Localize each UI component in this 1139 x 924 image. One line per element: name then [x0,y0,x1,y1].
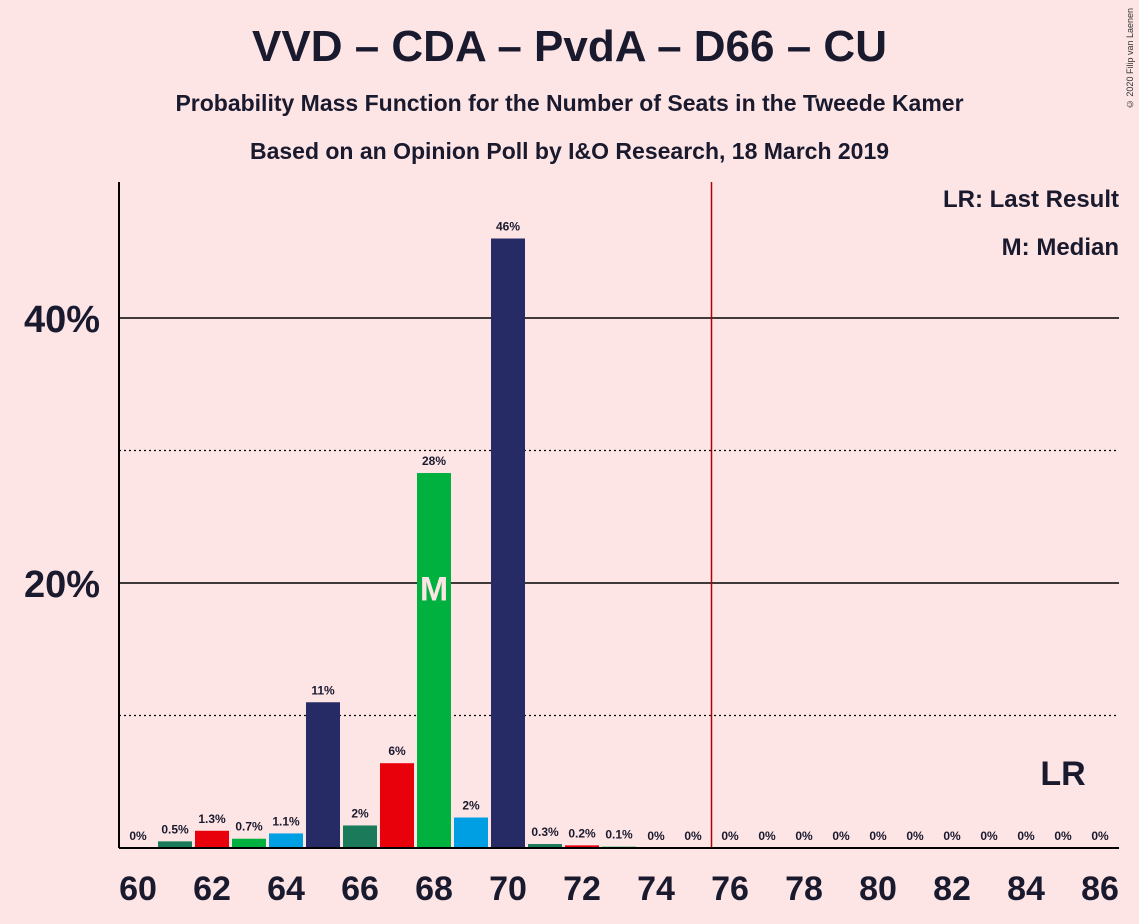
data-label-84: 0% [1017,829,1035,843]
data-label-66: 2% [351,806,369,820]
legend-last-result: LR: Last Result [942,186,1119,213]
data-label-78: 0% [795,829,813,843]
bar-69 [454,817,488,848]
bar-66 [343,825,377,848]
x-tick-label: 76 [711,870,749,908]
data-label-77: 0% [758,829,776,843]
legend-median: M: Median [1001,234,1119,261]
bar-68 [417,473,451,848]
data-label-70: 46% [496,220,520,234]
chart-title: VVD – CDA – PvdA – D66 – CU [252,22,887,71]
bar-64 [269,833,303,848]
data-label-65: 11% [311,683,335,697]
x-tick-label: 78 [785,870,823,908]
median-marker: M [420,571,448,609]
x-tick-label: 80 [859,870,897,908]
data-label-72: 0.2% [568,826,596,840]
data-label-75: 0% [684,829,702,843]
data-label-74: 0% [647,829,665,843]
data-label-61: 0.5% [161,822,189,836]
data-label-67: 6% [388,744,406,758]
data-label-60: 0% [129,829,147,843]
x-tick-label: 74 [637,870,675,908]
bar-71 [528,844,562,848]
data-label-79: 0% [832,829,850,843]
bar-65 [306,702,340,848]
chart-subtitle: Probability Mass Function for the Number… [175,90,964,116]
y-tick-label: 40% [24,299,100,341]
x-tick-label: 62 [193,870,231,908]
data-label-76: 0% [721,829,739,843]
x-tick-label: 82 [933,870,971,908]
data-label-80: 0% [869,829,887,843]
x-tick-label: 84 [1007,870,1045,908]
y-tick-label: 20% [24,564,100,606]
data-label-73: 0.1% [605,828,633,842]
bar-67 [380,763,414,848]
last-result-marker: LR [1040,755,1085,793]
x-tick-label: 64 [267,870,305,908]
x-tick-label: 72 [563,870,601,908]
x-tick-label: 86 [1081,870,1119,908]
x-tick-label: 70 [489,870,527,908]
bar-62 [195,830,229,848]
x-tick-label: 66 [341,870,379,908]
bar-70 [491,238,525,848]
x-tick-label: 68 [415,870,453,908]
data-label-82: 0% [943,829,961,843]
bar-63 [232,838,266,848]
data-label-63: 0.7% [235,820,263,834]
x-tick-label: 60 [119,870,157,908]
data-label-64: 1.1% [272,814,300,828]
data-label-62: 1.3% [198,812,226,826]
bar-72 [565,845,599,848]
data-label-69: 2% [462,799,480,813]
data-label-85: 0% [1054,829,1072,843]
data-label-83: 0% [980,829,998,843]
data-label-71: 0.3% [531,825,559,839]
bar-61 [158,841,192,848]
chart-subtitle-poll: Based on an Opinion Poll by I&O Research… [249,138,890,164]
data-label-86: 0% [1091,829,1109,843]
data-label-81: 0% [906,829,924,843]
data-label-68: 28% [422,454,446,468]
